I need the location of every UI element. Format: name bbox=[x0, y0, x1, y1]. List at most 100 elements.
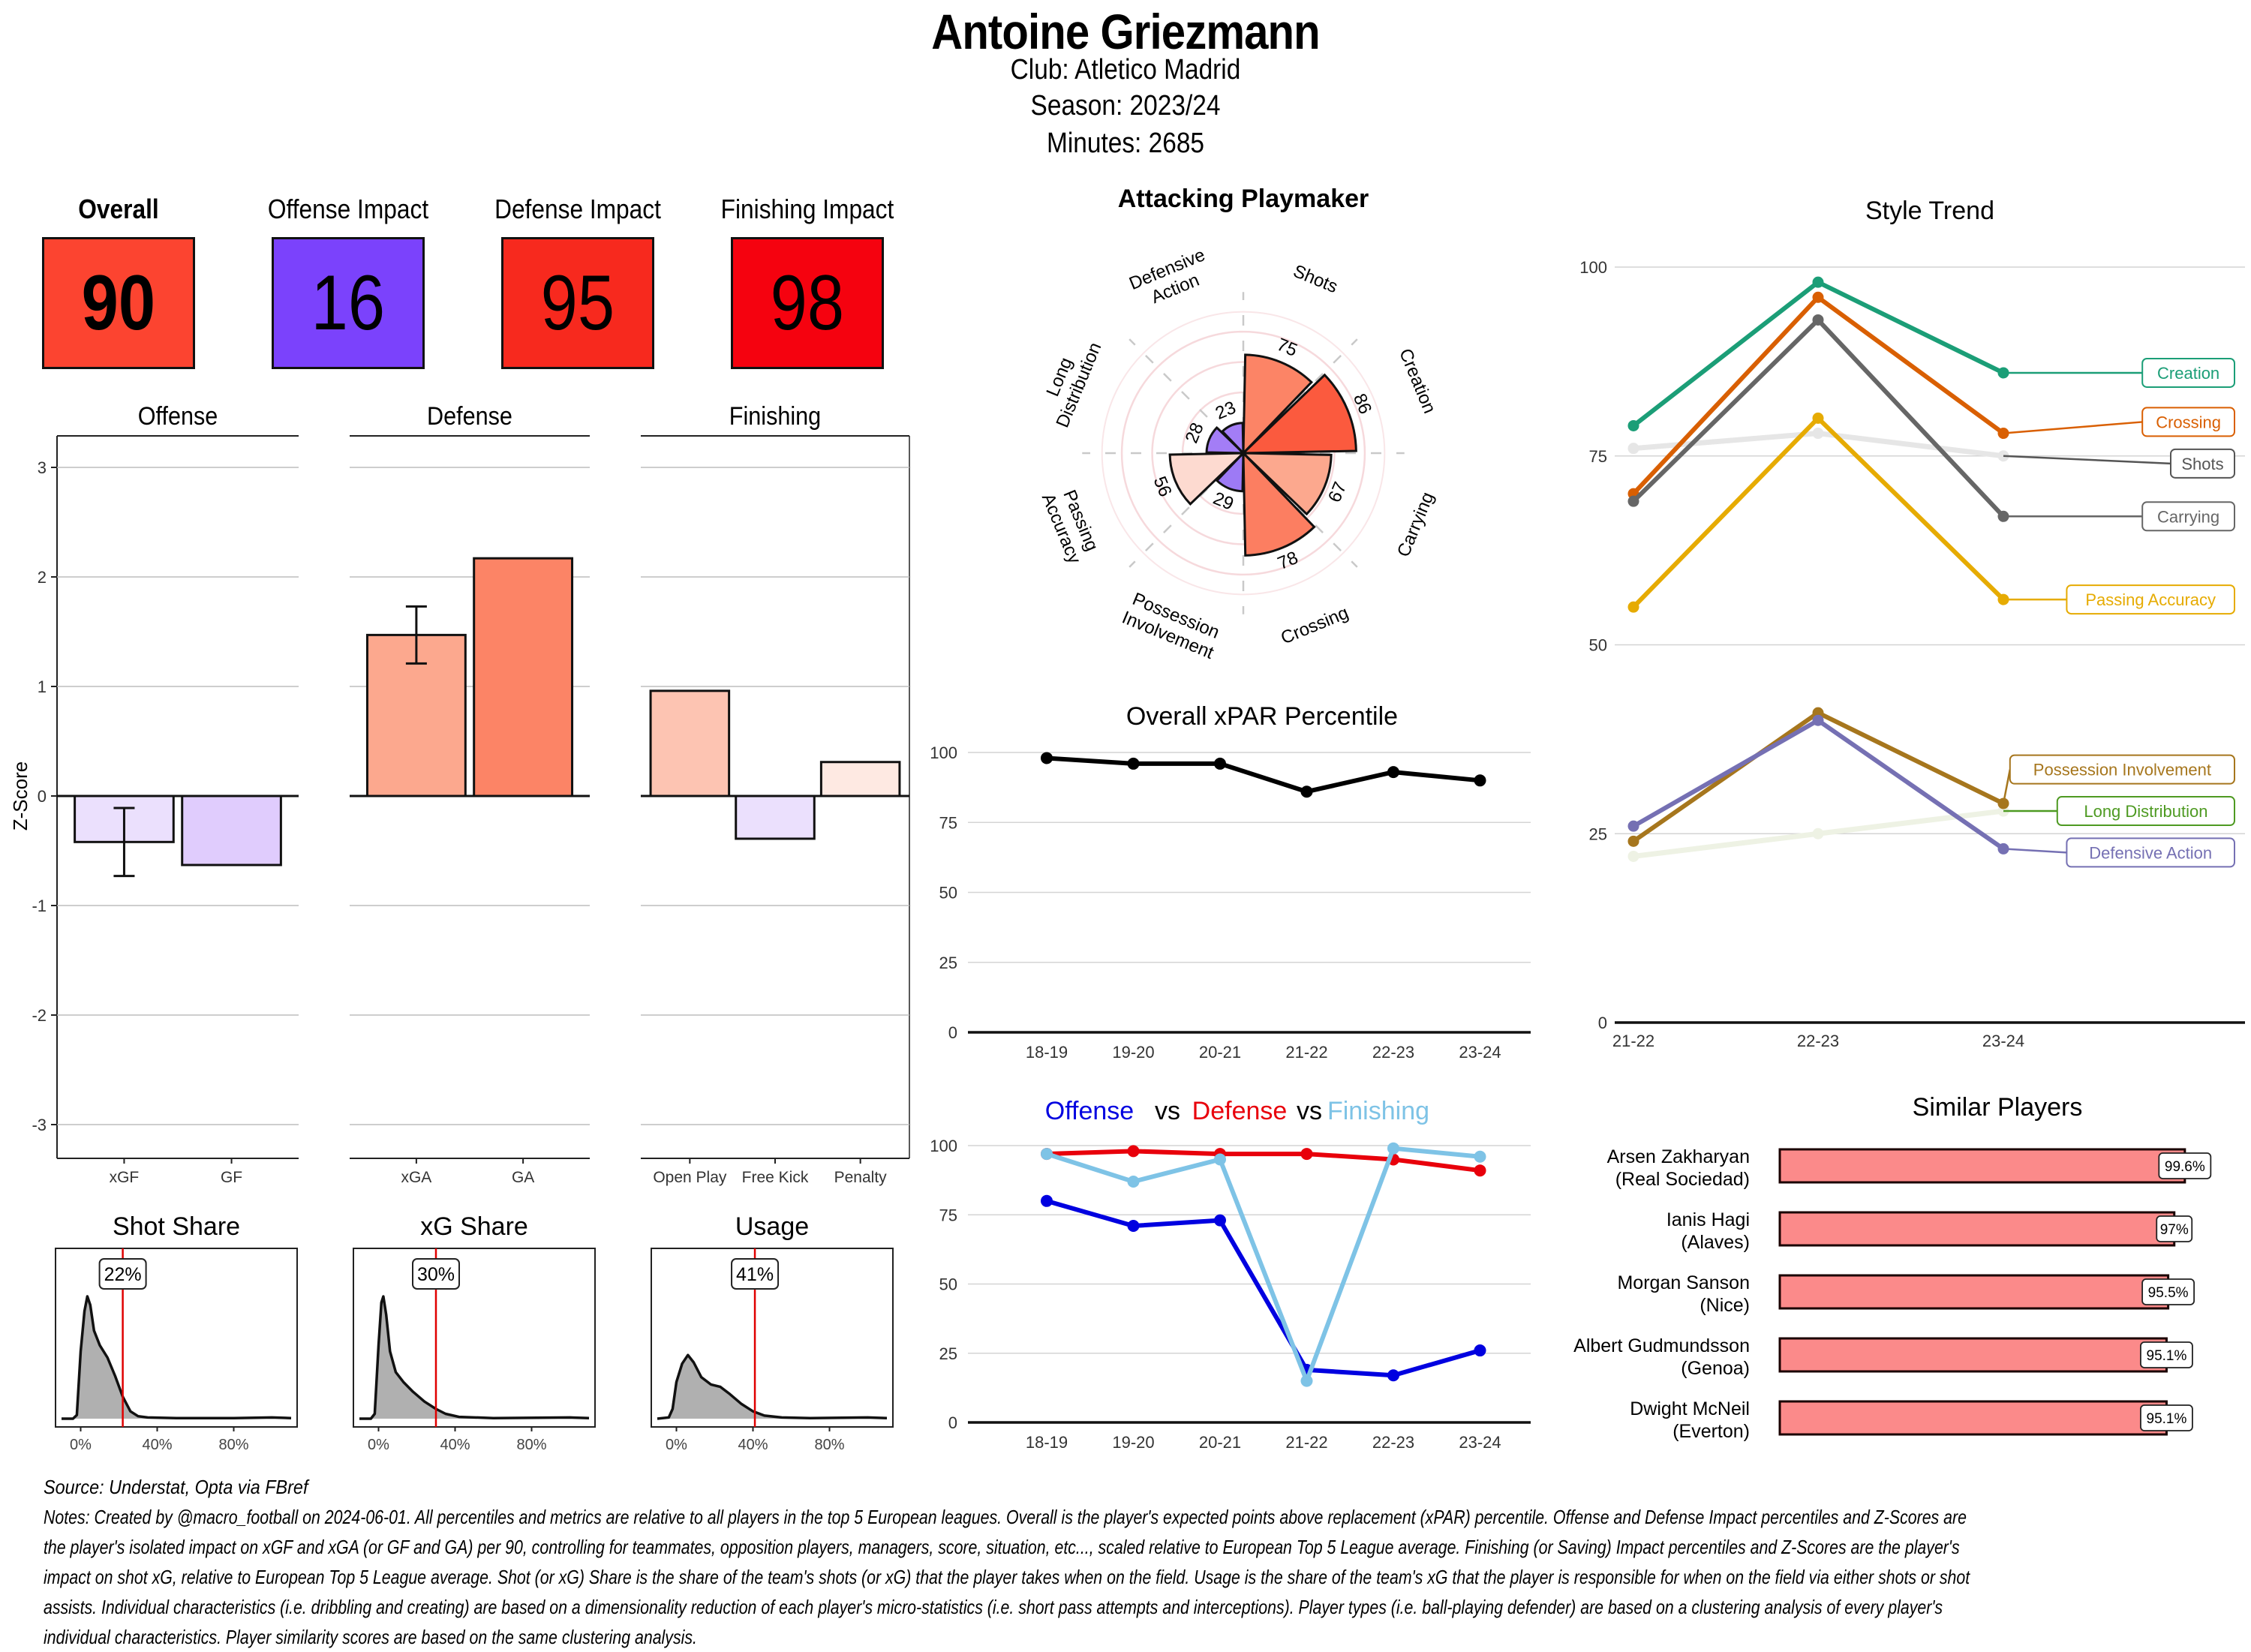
similar-player-row: Morgan Sanson(Nice) 95.5% bbox=[1617, 1272, 2195, 1316]
zscore-bar bbox=[473, 557, 574, 797]
data-point bbox=[1474, 1164, 1486, 1177]
series-finishing bbox=[1041, 1142, 1486, 1387]
density-area bbox=[657, 1355, 887, 1419]
x-tick-label: 0% bbox=[666, 1437, 687, 1453]
score-value: 98 bbox=[770, 259, 845, 347]
x-tick-label: 23-24 bbox=[1459, 1433, 1501, 1452]
chart-title: Style Trend bbox=[1865, 197, 1994, 225]
series-line bbox=[1046, 1146, 1480, 1383]
series-carrying: Carrying bbox=[1627, 314, 2235, 532]
similarity-bar bbox=[1778, 1148, 2186, 1184]
player-name: Albert Gudmundsson bbox=[1573, 1335, 1750, 1356]
density-line bbox=[657, 1353, 888, 1420]
series-defensive-action: Defensive Action bbox=[1627, 714, 2235, 868]
data-point bbox=[1627, 835, 1639, 847]
title-part: Offense bbox=[1045, 1097, 1134, 1125]
y-tick-label: 25 bbox=[1589, 824, 1607, 843]
series-long-distribution: Long Distribution bbox=[1627, 796, 2236, 862]
radar-category-text: Crossing bbox=[1278, 602, 1351, 648]
radar-category-label: Carrying bbox=[1393, 489, 1438, 560]
zscore-bar bbox=[649, 689, 731, 797]
x-tick-label: GF bbox=[221, 1169, 242, 1186]
panel-title: Usage bbox=[735, 1212, 809, 1241]
label-connector bbox=[2003, 421, 2143, 434]
similarity-bar bbox=[1778, 1400, 2168, 1436]
radar-wedge bbox=[1215, 450, 1245, 493]
zscore-panel: Defense xGA GA bbox=[350, 402, 590, 1186]
radar-wedge bbox=[1242, 450, 1316, 557]
y-tick-label: 25 bbox=[939, 1344, 957, 1363]
radar-wedge bbox=[1242, 353, 1313, 456]
x-tick-label: 40% bbox=[440, 1437, 470, 1453]
series-label-box bbox=[2141, 501, 2235, 532]
score-value: 16 bbox=[311, 259, 386, 347]
score-value: 90 bbox=[81, 259, 156, 347]
player-club: (Real Sociedad) bbox=[1615, 1169, 1750, 1190]
series-label: Carrying bbox=[2157, 507, 2219, 526]
y-tick-label: 100 bbox=[930, 743, 957, 762]
data-point bbox=[1474, 774, 1486, 787]
x-tick-label: 21-22 bbox=[1285, 1433, 1327, 1452]
radar-category-text: Shots bbox=[1291, 261, 1341, 297]
zscore-panel: Finishing Open Play Free Kick Penalty bbox=[641, 402, 910, 1186]
data-point bbox=[1041, 752, 1053, 764]
player-name: Dwight McNeil bbox=[1630, 1398, 1750, 1419]
data-point bbox=[1627, 495, 1639, 507]
similar-player-row: Albert Gudmundsson(Genoa) 95.1% bbox=[1573, 1335, 2193, 1379]
zscore-bar bbox=[819, 761, 901, 797]
score-value: 95 bbox=[540, 259, 615, 347]
x-tick-label: 23-24 bbox=[1982, 1032, 2024, 1050]
x-tick-label: 80% bbox=[516, 1437, 546, 1453]
radar-category-text: Carrying bbox=[1393, 489, 1438, 560]
similar-players-chart: Similar Players Arsen Zakharyan(Real Soci… bbox=[1573, 1093, 2212, 1442]
panel-title: Offense bbox=[138, 402, 218, 431]
radar-wedge bbox=[1168, 452, 1246, 506]
data-point bbox=[1627, 443, 1639, 455]
value-label-box bbox=[98, 1258, 147, 1290]
similarity-label-box bbox=[2141, 1278, 2195, 1305]
density-area bbox=[359, 1296, 589, 1419]
x-tick-label: Open Play bbox=[653, 1169, 727, 1186]
series-label-box bbox=[2141, 407, 2235, 437]
series-label: Defensive Action bbox=[2089, 843, 2212, 862]
zscore-panel: Offense -3 -2 -1 1 2 3 0 xGF GF bbox=[32, 402, 299, 1186]
x-tick-label: 22-23 bbox=[1372, 1433, 1414, 1452]
radar-value-label: 23 bbox=[1213, 398, 1239, 424]
x-tick-label: Free Kick bbox=[742, 1169, 809, 1186]
y-tick-label: 50 bbox=[939, 1275, 957, 1294]
radar-grid-ring bbox=[1120, 330, 1366, 576]
series-line bbox=[1631, 295, 2005, 496]
chart-title: Similar Players bbox=[1913, 1093, 2083, 1122]
notes-line-3: impact on shot xG, relative to European … bbox=[44, 1566, 1970, 1588]
value-label: 22% bbox=[104, 1264, 142, 1285]
x-tick-label: 40% bbox=[738, 1437, 768, 1453]
data-point bbox=[1300, 1148, 1313, 1161]
data-point bbox=[1214, 1153, 1226, 1166]
series-overall-xpar bbox=[1041, 752, 1486, 798]
radar-category-label: Creation bbox=[1395, 346, 1440, 416]
y-tick-label: 2 bbox=[38, 568, 47, 587]
series-label-box bbox=[2170, 448, 2235, 479]
y-tick-label: 0 bbox=[1598, 1014, 1607, 1032]
chart-title: Overall xPAR Percentile bbox=[1126, 702, 1398, 731]
y-tick-label: 50 bbox=[1589, 636, 1607, 655]
y-tick-label: -1 bbox=[32, 897, 47, 915]
y-tick-label: 0 bbox=[948, 1023, 957, 1042]
style-trend-chart: Style Trend 0 25 50 75 100 21-22 22-23 23-24 Shot… bbox=[1579, 197, 2245, 1050]
label-connector bbox=[2003, 848, 2067, 854]
notes-line-2: the player's isolated impact on xGF and … bbox=[44, 1536, 1960, 1558]
series-label: Passing Accuracy bbox=[2085, 590, 2216, 609]
y-tick-label: 0 bbox=[38, 787, 47, 806]
share-density-charts: Shot Share 22% 0% 40% 80% xG Share 30% 0% 40% 80%… bbox=[55, 1212, 894, 1453]
value-label-box bbox=[731, 1258, 780, 1290]
data-point bbox=[1214, 1214, 1226, 1227]
similarity-label-box bbox=[2140, 1404, 2193, 1431]
x-tick-label: 23-24 bbox=[1459, 1043, 1501, 1062]
value-label: 41% bbox=[736, 1264, 774, 1285]
radar-category-label: Shots bbox=[1291, 261, 1341, 297]
similarity-bar bbox=[1778, 1337, 2168, 1373]
data-point bbox=[1387, 1142, 1399, 1155]
series-label: Long Distribution bbox=[2084, 802, 2207, 821]
data-point bbox=[1474, 1150, 1486, 1163]
